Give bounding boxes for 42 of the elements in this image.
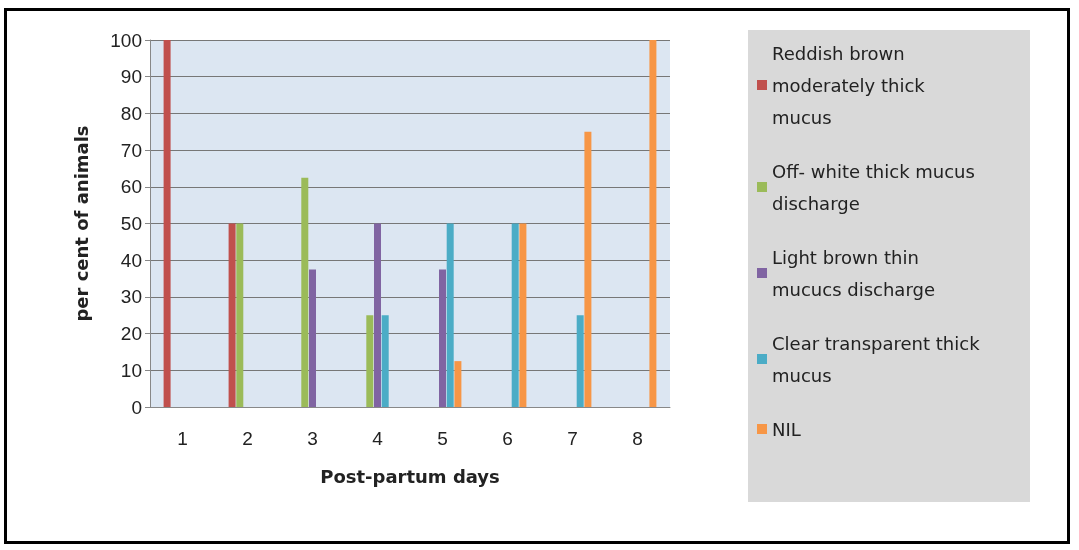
y-tick-label: 70 (120, 139, 142, 161)
y-axis-title: per cent of animals (70, 125, 92, 322)
y-tick-label: 40 (120, 249, 142, 271)
x-tick-label: 6 (502, 428, 513, 449)
y-tick-label: 90 (120, 66, 142, 88)
x-tick-label: 7 (567, 428, 578, 449)
bar (163, 40, 171, 407)
y-tick-label: 10 (120, 359, 142, 381)
legend-label: Reddish brown moderately thick mucus (772, 42, 931, 128)
bar (519, 223, 527, 407)
bar (374, 223, 381, 407)
bar (584, 131, 592, 407)
legend-label: Light brown thin mucucs discharge (772, 246, 935, 300)
bar (381, 315, 389, 407)
x-tick-label: 4 (372, 428, 384, 449)
y-tick-label: 50 (120, 213, 142, 234)
x-tick-label: 3 (307, 428, 318, 449)
y-tick-label: 80 (120, 102, 142, 124)
x-tick-label: 5 (437, 428, 448, 449)
bar (236, 223, 244, 407)
bar (454, 361, 462, 407)
y-tick-label: 20 (120, 323, 142, 345)
y-tick-label: 30 (120, 286, 142, 308)
x-tick-label: 1 (177, 428, 188, 449)
legend-label: Off- white thick mucus discharge (772, 160, 981, 214)
x-tick-label: 2 (242, 428, 253, 449)
bar (301, 177, 309, 407)
bar (576, 315, 584, 407)
x-axis-title: Post-partum days (320, 465, 500, 487)
x-tick-label: 8 (632, 428, 643, 449)
y-tick-label: 100 (110, 29, 142, 51)
bar (446, 223, 454, 407)
bar (309, 269, 316, 407)
legend-label: NIL (772, 418, 801, 440)
bar (228, 223, 236, 407)
bar (511, 223, 519, 407)
bar (366, 315, 374, 407)
bar (649, 40, 657, 407)
bar (439, 269, 446, 407)
legend-label: Clear transparent thick mucus (772, 332, 986, 386)
y-tick-label: 0 (131, 396, 142, 418)
y-tick-label: 60 (120, 176, 142, 198)
